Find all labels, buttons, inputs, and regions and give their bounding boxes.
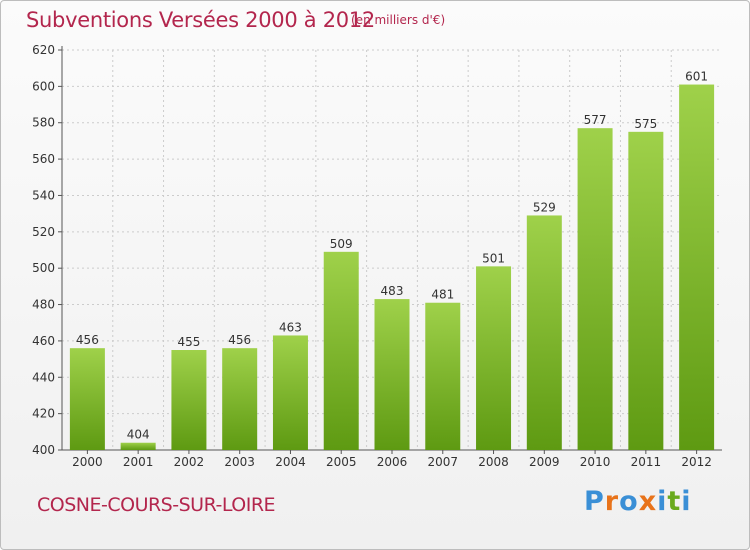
bar xyxy=(272,335,308,450)
logo-letter: i xyxy=(657,486,668,517)
x-tick-label: 2006 xyxy=(377,455,408,469)
x-tick-label: 2008 xyxy=(478,455,509,469)
bar xyxy=(628,131,664,450)
bar xyxy=(222,348,258,450)
labels: 400 420 440 460 480 500 520 540 560 580 600 620 456 2… xyxy=(32,43,712,469)
x-tick-label: 2007 xyxy=(427,455,458,469)
bar xyxy=(120,442,156,450)
chart-title: Subventions Versées 2000 à 2012 xyxy=(26,8,375,32)
proxiti-logo[interactable]: Proxiti xyxy=(584,486,692,517)
bar xyxy=(374,299,410,450)
bar-value-label: 575 xyxy=(634,117,657,131)
bar xyxy=(526,215,562,450)
bar-value-label: 529 xyxy=(533,200,556,214)
x-tick-label: 2005 xyxy=(326,455,357,469)
bar-value-label: 455 xyxy=(177,335,200,349)
bar-value-label: 509 xyxy=(330,237,353,251)
y-tick-label: 480 xyxy=(32,298,55,312)
bars xyxy=(69,84,715,450)
logo-letter: o xyxy=(619,486,639,517)
x-tick-label: 2004 xyxy=(275,455,306,469)
y-tick-label: 540 xyxy=(32,188,55,202)
logo-letter: x xyxy=(638,486,658,517)
logo-letter: t xyxy=(667,486,682,517)
bar xyxy=(577,128,613,450)
logo-letter: P xyxy=(584,486,605,517)
x-tick-label: 2010 xyxy=(580,455,611,469)
y-tick-label: 440 xyxy=(32,370,55,384)
bar-value-label: 456 xyxy=(76,333,99,347)
bar xyxy=(425,302,461,450)
bar-value-label: 463 xyxy=(279,320,302,334)
bar xyxy=(171,350,207,450)
bar xyxy=(476,266,512,450)
y-tick-label: 420 xyxy=(32,407,55,421)
y-tick-label: 460 xyxy=(32,334,55,348)
x-tick-label: 2001 xyxy=(123,455,154,469)
x-tick-label: 2003 xyxy=(224,455,255,469)
x-tick-label: 2000 xyxy=(72,455,103,469)
y-tick-label: 400 xyxy=(32,443,55,457)
y-tick-label: 600 xyxy=(32,79,55,93)
bar-value-label: 601 xyxy=(685,70,708,84)
x-tick-label: 2009 xyxy=(529,455,560,469)
city-name: COSNE-COURS-SUR-LOIRE xyxy=(37,494,276,516)
bar-value-label: 577 xyxy=(584,113,607,127)
logo-letter: r xyxy=(604,486,620,517)
bar-value-label: 481 xyxy=(431,288,454,302)
y-tick-label: 560 xyxy=(32,152,55,166)
bar xyxy=(69,348,105,450)
y-tick-label: 500 xyxy=(32,261,55,275)
bar-value-label: 456 xyxy=(228,333,251,347)
bar xyxy=(323,251,359,450)
y-tick-label: 620 xyxy=(32,43,55,57)
x-tick-label: 2002 xyxy=(174,455,205,469)
bar-value-label: 501 xyxy=(482,251,505,265)
bar-value-label: 483 xyxy=(381,284,404,298)
logo-letter: i xyxy=(681,486,692,517)
y-tick-label: 520 xyxy=(32,225,55,239)
bar-value-label: 404 xyxy=(127,428,150,442)
chart-unit-subtitle: (en milliers d'€) xyxy=(351,13,446,27)
y-tick-label: 580 xyxy=(32,116,55,130)
x-tick-label: 2011 xyxy=(631,455,662,469)
x-tick-label: 2012 xyxy=(681,455,712,469)
bar xyxy=(679,84,715,450)
